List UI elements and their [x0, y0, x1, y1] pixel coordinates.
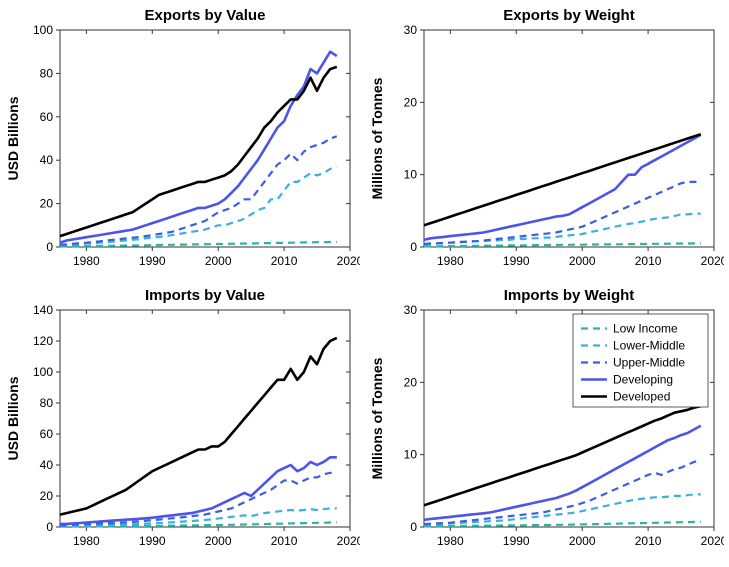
y-tick-label: 30 — [404, 23, 418, 37]
x-tick-label: 2020 — [337, 534, 360, 548]
x-tick-label: 2010 — [635, 254, 662, 268]
y-tick-label: 80 — [40, 396, 54, 410]
x-tick-label: 2000 — [569, 534, 596, 548]
y-tick-label: 40 — [40, 153, 54, 167]
y-tick-label: 100 — [33, 23, 53, 37]
series-developing — [424, 425, 701, 519]
chart-svg: 1980 1990 2000 2010 2020 0 10 20 30 Imports by We… — [368, 284, 724, 557]
panel-title: Imports by Weight — [504, 287, 635, 304]
panel-exports-value: 1980 1990 2000 2010 2020 0 20 40 60 80 100 Exports … — [4, 4, 360, 280]
y-axis-label: Millions of Tonnes — [369, 77, 385, 199]
x-tick-label: 2010 — [635, 534, 662, 548]
y-axis-label: USD Billions — [5, 96, 21, 180]
plot-box — [60, 30, 350, 247]
y-tick-label: 40 — [40, 458, 54, 472]
y-tick-label: 60 — [40, 427, 54, 441]
x-tick-label: 2000 — [205, 534, 232, 548]
series-lower_middle — [424, 214, 701, 244]
x-tick-label: 2010 — [271, 254, 298, 268]
chart-svg: 1980 1990 2000 2010 2020 0 10 20 30 Exports by We… — [368, 4, 724, 277]
x-tick-label: 1990 — [139, 534, 166, 548]
y-tick-label: 20 — [40, 197, 54, 211]
y-tick-label: 0 — [410, 240, 417, 254]
x-tick-label: 1980 — [437, 254, 464, 268]
chart-svg: 1980 1990 2000 2010 2020 0 20 40 60 80 100 120 140 Im… — [4, 284, 360, 557]
x-tick-label: 1980 — [73, 254, 100, 268]
x-tick-label: 2020 — [701, 254, 724, 268]
chart-grid: 19801990200020102020020406080100Exports … — [0, 0, 729, 567]
series-developing — [60, 52, 337, 243]
x-tick-label: 1990 — [139, 254, 166, 268]
series-upper_middle — [60, 136, 337, 245]
series-developed — [424, 134, 701, 225]
series-upper_middle — [60, 472, 337, 525]
panel-imports-weight: 1980 1990 2000 2010 2020 0 10 20 30 Imports by We… — [368, 284, 724, 560]
x-tick-label: 1990 — [503, 534, 530, 548]
series-developing — [60, 457, 337, 524]
y-axis-label: Millions of Tonnes — [369, 357, 385, 479]
y-tick-label: 20 — [404, 95, 418, 109]
series-developed — [60, 337, 337, 514]
series-low_income — [424, 243, 701, 246]
series-developing — [424, 135, 701, 240]
series-developed — [424, 406, 701, 505]
x-tick-label: 1990 — [503, 254, 530, 268]
y-tick-label: 120 — [33, 334, 53, 348]
y-tick-label: 100 — [33, 365, 53, 379]
y-tick-label: 10 — [404, 168, 418, 182]
chart-svg: 1980 1990 2000 2010 2020 0 20 40 60 80 100 Exports … — [4, 4, 360, 277]
legend-label: Upper-Middle — [613, 355, 685, 369]
series-lower_middle — [60, 167, 337, 245]
legend-label: Lower-Middle — [613, 338, 685, 352]
x-tick-label: 2020 — [701, 534, 724, 548]
y-tick-label: 0 — [46, 240, 53, 254]
panel-title: Exports by Weight — [503, 7, 634, 24]
y-tick-label: 0 — [410, 520, 417, 534]
y-tick-label: 10 — [404, 447, 418, 461]
y-tick-label: 30 — [404, 303, 418, 317]
y-tick-label: 60 — [40, 110, 54, 124]
panel-imports-value: 1980 1990 2000 2010 2020 0 20 40 60 80 100 120 140 Im… — [4, 284, 360, 560]
y-axis-label: USD Billions — [5, 376, 21, 460]
x-tick-label: 2000 — [569, 254, 596, 268]
y-tick-label: 0 — [46, 520, 53, 534]
x-tick-label: 1980 — [437, 534, 464, 548]
panel-title: Imports by Value — [145, 287, 265, 304]
series-developed — [60, 67, 337, 236]
x-tick-label: 2010 — [271, 534, 298, 548]
y-tick-label: 140 — [33, 303, 53, 317]
panel-title: Exports by Value — [145, 7, 266, 24]
x-tick-label: 1980 — [73, 534, 100, 548]
y-tick-label: 20 — [404, 375, 418, 389]
panel-exports-weight: 1980 1990 2000 2010 2020 0 10 20 30 Exports by We… — [368, 4, 724, 280]
plot-box — [60, 310, 350, 527]
legend-label: Low Income — [613, 321, 678, 335]
x-tick-label: 2020 — [337, 254, 360, 268]
y-tick-label: 20 — [40, 489, 54, 503]
y-tick-label: 80 — [40, 66, 54, 80]
legend-label: Developed — [613, 389, 670, 403]
x-tick-label: 2000 — [205, 254, 232, 268]
legend-label: Developing — [613, 372, 673, 386]
